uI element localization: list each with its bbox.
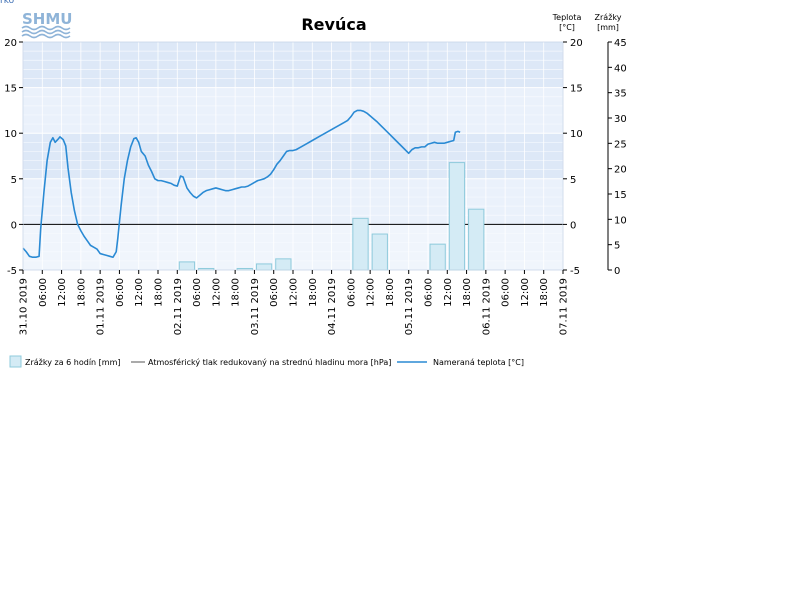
x-tick-label: 01.11 2019	[96, 278, 107, 335]
x-tick-label: 06:00	[424, 278, 435, 307]
temperature-line-layer	[22, 109, 461, 259]
shmu-logo: SHMU	[21, 10, 72, 39]
precip-tick-label: 30	[614, 114, 627, 125]
precip-tick-label: 10	[614, 215, 627, 226]
legend-label-temperature: Nameraná teplota [°C]	[433, 358, 524, 367]
precip-bar	[178, 261, 196, 271]
x-tick-label: 18:00	[154, 278, 165, 307]
right-temp-tick-label: 5	[570, 175, 576, 186]
left-y-tick-label: 5	[11, 175, 17, 186]
left-y-tick-label: 20	[4, 38, 17, 49]
precip-bar	[275, 258, 292, 271]
x-tick-label: 12:00	[520, 278, 531, 307]
precip-bar	[352, 217, 369, 271]
precip-tick-label: 5	[614, 241, 620, 252]
temp-axis-title: [°C]	[559, 23, 575, 32]
precip-tick-label: 45	[614, 38, 627, 49]
logo-wave	[21, 29, 71, 35]
precip-tick-label: 25	[614, 139, 627, 150]
x-tick-label: 12:00	[57, 278, 68, 307]
precip-tick-label: 0	[614, 266, 620, 277]
temperature-line	[22, 109, 461, 259]
x-tick-label: 12:00	[366, 278, 377, 307]
precip-tick-label: 40	[614, 63, 627, 74]
right-temp-tick-label: -5	[570, 266, 580, 277]
temp-axis-title: Teplota	[552, 13, 582, 22]
axes: -5 0 5 10 15 20 -5 0 5 10 15 20 0 5 10 15 20 25 30 35 40 45 Te…	[4, 13, 626, 335]
precip-tick-label: 15	[614, 190, 627, 201]
right-temp-tick-label: 0	[570, 220, 576, 231]
x-tick-label: 12:00	[134, 278, 145, 307]
logo-text: SHMU	[22, 10, 72, 28]
x-tick-label: 06:00	[192, 278, 203, 307]
corner-link[interactable]: rko	[0, 0, 15, 6]
x-tick-label: 07.11 2019	[559, 278, 570, 335]
precip-bar	[429, 243, 446, 271]
x-tick-label: 18:00	[462, 278, 473, 307]
precip-tick-label: 20	[614, 165, 627, 176]
x-tick-label: 05.11 2019	[404, 278, 415, 335]
legend-label-precip: Zrážky za 6 hodín [mm]	[25, 358, 120, 367]
left-y-tick-label: 0	[11, 220, 17, 231]
x-tick-label: 03.11 2019	[250, 278, 261, 335]
x-tick-label: 12:00	[289, 278, 300, 307]
left-y-tick-label: 10	[4, 129, 17, 140]
x-tick-label: 02.11 2019	[173, 278, 184, 335]
x-tick-label: 06.11 2019	[481, 278, 492, 335]
left-y-tick-label: -5	[7, 266, 17, 277]
x-tick-label: 18:00	[539, 278, 550, 307]
precip-bar	[448, 162, 466, 271]
x-tick-label: 06:00	[346, 278, 357, 307]
x-tick-label: 31.10 2019	[19, 278, 30, 335]
precip-bar	[255, 263, 273, 271]
x-tick-label: 12:00	[443, 278, 454, 307]
grid-lines	[22, 42, 564, 270]
x-tick-label: 06:00	[38, 278, 49, 307]
legend-label-pressure: Atmosférický tlak redukovaný na strednú …	[148, 357, 391, 367]
x-tick-label: 18:00	[308, 278, 319, 307]
right-temp-tick-label: 10	[570, 129, 583, 140]
precip-bar	[468, 208, 485, 271]
chart-title: Revúca	[301, 15, 366, 34]
logo-wave	[21, 25, 71, 31]
precip-tick-label: 35	[614, 89, 627, 100]
precip-axis-title: Zrážky	[595, 13, 622, 22]
x-tick-label: 06:00	[501, 278, 512, 307]
logo-wave	[21, 33, 71, 39]
x-tick-label: 06:00	[115, 278, 126, 307]
x-tick-label: 18:00	[385, 278, 396, 307]
precip-bar	[371, 233, 388, 271]
x-tick-label: 18:00	[231, 278, 242, 307]
precip-axis-title: [mm]	[597, 23, 619, 32]
x-tick-label: 12:00	[211, 278, 222, 307]
right-temp-tick-label: 20	[570, 38, 583, 49]
x-tick-label: 18:00	[76, 278, 87, 307]
right-temp-tick-label: 15	[570, 84, 583, 95]
precip-bars	[178, 162, 485, 271]
legend: Zrážky za 6 hodín [mm] Atmosférický tlak …	[9, 355, 524, 368]
legend-swatch-precip	[9, 355, 22, 368]
x-tick-label: 06:00	[269, 278, 280, 307]
x-tick-label: 04.11 2019	[327, 278, 338, 335]
left-y-tick-label: 15	[4, 84, 17, 95]
